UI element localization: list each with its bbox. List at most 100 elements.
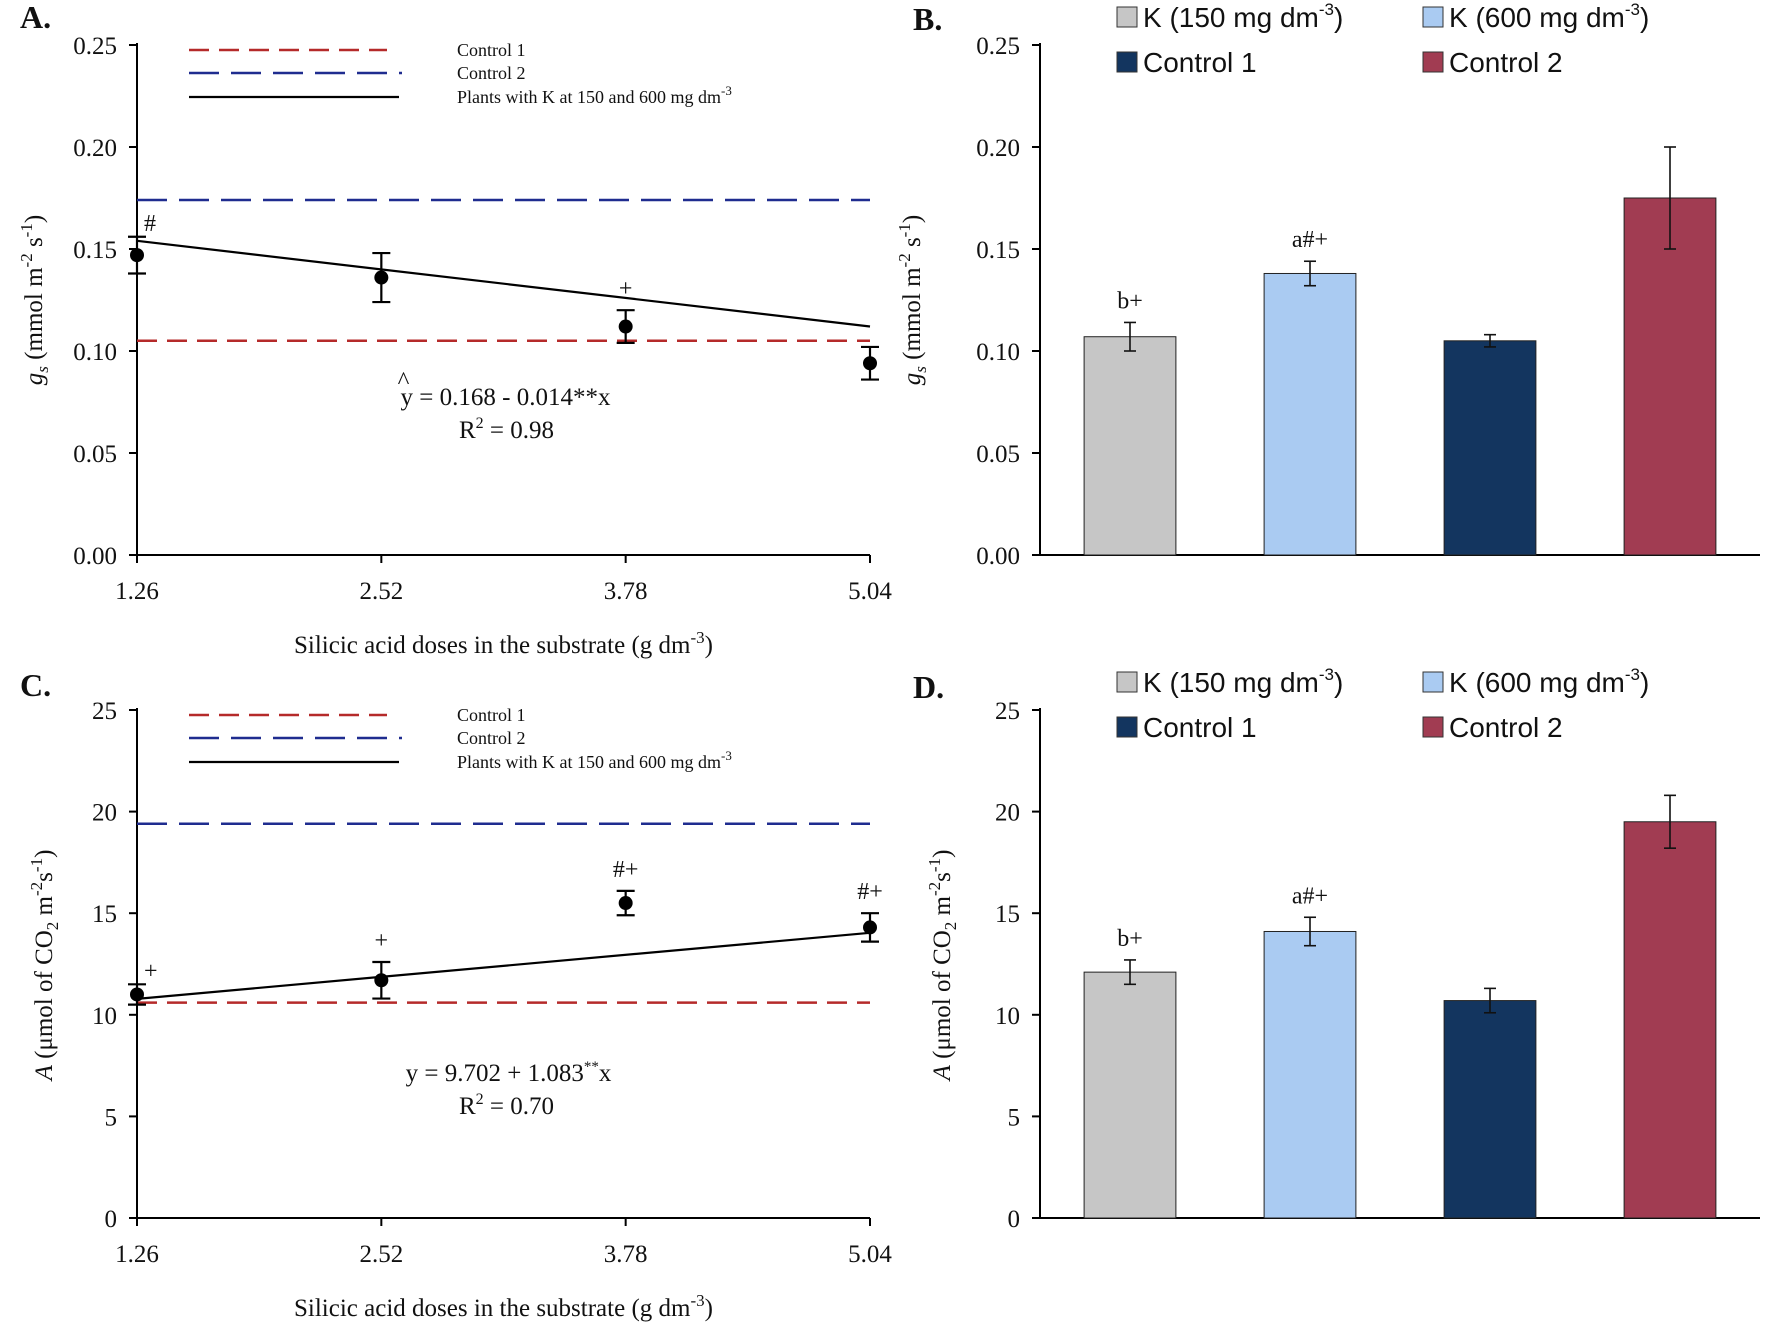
y-tick-label: 0.15 <box>73 237 117 264</box>
panel-D: D. 0 5 10 15 20 25 A (μmol of CO2 m-2s-1) b+ a#+ K… <box>913 665 1760 1233</box>
significance-label: b+ <box>1117 926 1143 952</box>
y-tick-label: 5 <box>105 1104 118 1131</box>
y-tick-label: 15 <box>995 901 1020 928</box>
panel-A: A. 0.00 0.05 0.10 0.15 0.20 0.25 gs (mmol m-2 s… <box>17 0 892 659</box>
data-point <box>618 319 633 334</box>
significance-label: # <box>144 211 156 237</box>
legend-label: Plants with K at 150 and 600 mg dm-3 <box>457 83 732 107</box>
bar <box>1443 1000 1537 1219</box>
legend-label: Control 1 <box>1143 47 1257 78</box>
significance-label: + <box>144 958 158 984</box>
legend-label: Control 1 <box>457 40 526 60</box>
panel-label: D. <box>913 669 944 705</box>
legend-label: K (150 mg dm-3) <box>1143 665 1343 698</box>
y-tick-label: 10 <box>995 1003 1020 1030</box>
y-tick-label: 0.00 <box>73 543 117 570</box>
y-tick-label: 0 <box>1008 1206 1021 1233</box>
r-squared: R2 = 0.98 <box>459 415 554 444</box>
bar <box>1623 821 1717 1219</box>
y-tick-label: 15 <box>92 901 117 928</box>
y-tick-label: 0.25 <box>976 33 1020 60</box>
bar <box>1623 197 1717 556</box>
significance-label: a#+ <box>1292 883 1328 909</box>
bar <box>1083 971 1177 1219</box>
panel-label: B. <box>913 1 942 37</box>
y-tick-label: 0.20 <box>73 135 117 162</box>
x-tick-label: 5.04 <box>848 578 892 605</box>
significance-label: #+ <box>613 857 639 883</box>
x-tick-label: 3.78 <box>604 1241 648 1268</box>
data-point <box>374 973 389 988</box>
y-axis-title: A (μmol of CO2 m-2s-1) <box>925 850 960 1083</box>
significance-label: b+ <box>1117 288 1143 314</box>
x-axis-title: Silicic acid doses in the substrate (g d… <box>294 628 713 659</box>
significance-label: + <box>619 276 633 302</box>
significance-label: #+ <box>857 879 883 905</box>
data-point <box>130 248 144 263</box>
bar <box>1083 336 1177 556</box>
y-tick-label: 0.25 <box>73 33 117 60</box>
legend-label: Control 2 <box>1449 712 1563 743</box>
x-tick-label: 5.04 <box>848 1241 892 1268</box>
y-axis-title: gs (mmol m-2 s-1) <box>895 215 930 385</box>
legend-swatch <box>1422 716 1444 738</box>
legend-label: Control 2 <box>457 63 526 83</box>
legend-swatch <box>1422 671 1444 693</box>
panel-B: B. 0.00 0.05 0.10 0.15 0.20 0.25 gs (mmol m-2 s… <box>895 0 1760 570</box>
y-tick-label: 0.05 <box>73 441 117 468</box>
regression-equation: y = 0.168 - 0.014**x <box>401 384 611 411</box>
data-point <box>374 270 389 285</box>
legend-swatch <box>1116 6 1138 28</box>
legend-label: K (150 mg dm-3) <box>1143 0 1343 33</box>
y-tick-label: 0.05 <box>976 441 1020 468</box>
panel-label: A. <box>20 0 51 35</box>
bar <box>1263 272 1357 556</box>
data-point <box>863 920 877 935</box>
x-tick-label: 2.52 <box>359 578 403 605</box>
y-tick-label: 0.20 <box>976 135 1020 162</box>
data-point <box>863 356 877 371</box>
legend-label: Control 1 <box>1143 712 1257 743</box>
x-tick-label: 1.26 <box>115 578 159 605</box>
panel-C: C. 0 5 10 15 20 25 A (μmol of CO2 m-2s-1) 1.26 2.… <box>20 667 892 1322</box>
significance-label: + <box>375 928 389 954</box>
data-point <box>130 987 144 1002</box>
legend-swatch <box>1422 51 1444 73</box>
legend-label: Control 2 <box>1449 47 1563 78</box>
y-tick-label: 0 <box>105 1206 118 1233</box>
y-tick-label: 5 <box>1008 1104 1021 1131</box>
r-squared: R2 = 0.70 <box>459 1091 554 1120</box>
regression-line <box>136 931 871 1000</box>
legend-label: Control 2 <box>457 728 526 748</box>
y-tick-label: 20 <box>92 800 117 827</box>
bar <box>1263 930 1357 1219</box>
x-tick-label: 1.26 <box>115 1241 159 1268</box>
y-tick-label: 10 <box>92 1003 117 1030</box>
y-tick-label: 0.15 <box>976 237 1020 264</box>
x-tick-label: 2.52 <box>359 1241 403 1268</box>
significance-label: a#+ <box>1292 227 1328 253</box>
legend-swatch <box>1116 671 1138 693</box>
y-tick-label: 25 <box>995 698 1020 725</box>
panel-label: C. <box>20 667 51 703</box>
x-axis-title: Silicic acid doses in the substrate (g d… <box>294 1291 713 1322</box>
x-tick-label: 3.78 <box>604 578 648 605</box>
y-axis-title: A (μmol of CO2 m-2s-1) <box>27 850 62 1083</box>
y-tick-label: 25 <box>92 698 117 725</box>
equation-hat: ^ <box>398 368 410 395</box>
y-tick-label: 0.00 <box>976 543 1020 570</box>
legend-swatch <box>1116 51 1138 73</box>
data-point <box>618 896 633 911</box>
y-tick-label: 20 <box>995 800 1020 827</box>
legend-swatch <box>1116 716 1138 738</box>
legend-label: K (600 mg dm-3) <box>1449 0 1649 33</box>
legend-label: Control 1 <box>457 705 526 725</box>
y-axis-title: gs (mmol m-2 s-1) <box>17 215 52 385</box>
regression-line <box>136 239 871 328</box>
regression-equation: y = 9.702 + 1.083**x <box>406 1059 612 1087</box>
y-tick-label: 0.10 <box>73 339 117 366</box>
legend-label: K (600 mg dm-3) <box>1449 665 1649 698</box>
bar <box>1443 340 1537 556</box>
y-tick-label: 0.10 <box>976 339 1020 366</box>
